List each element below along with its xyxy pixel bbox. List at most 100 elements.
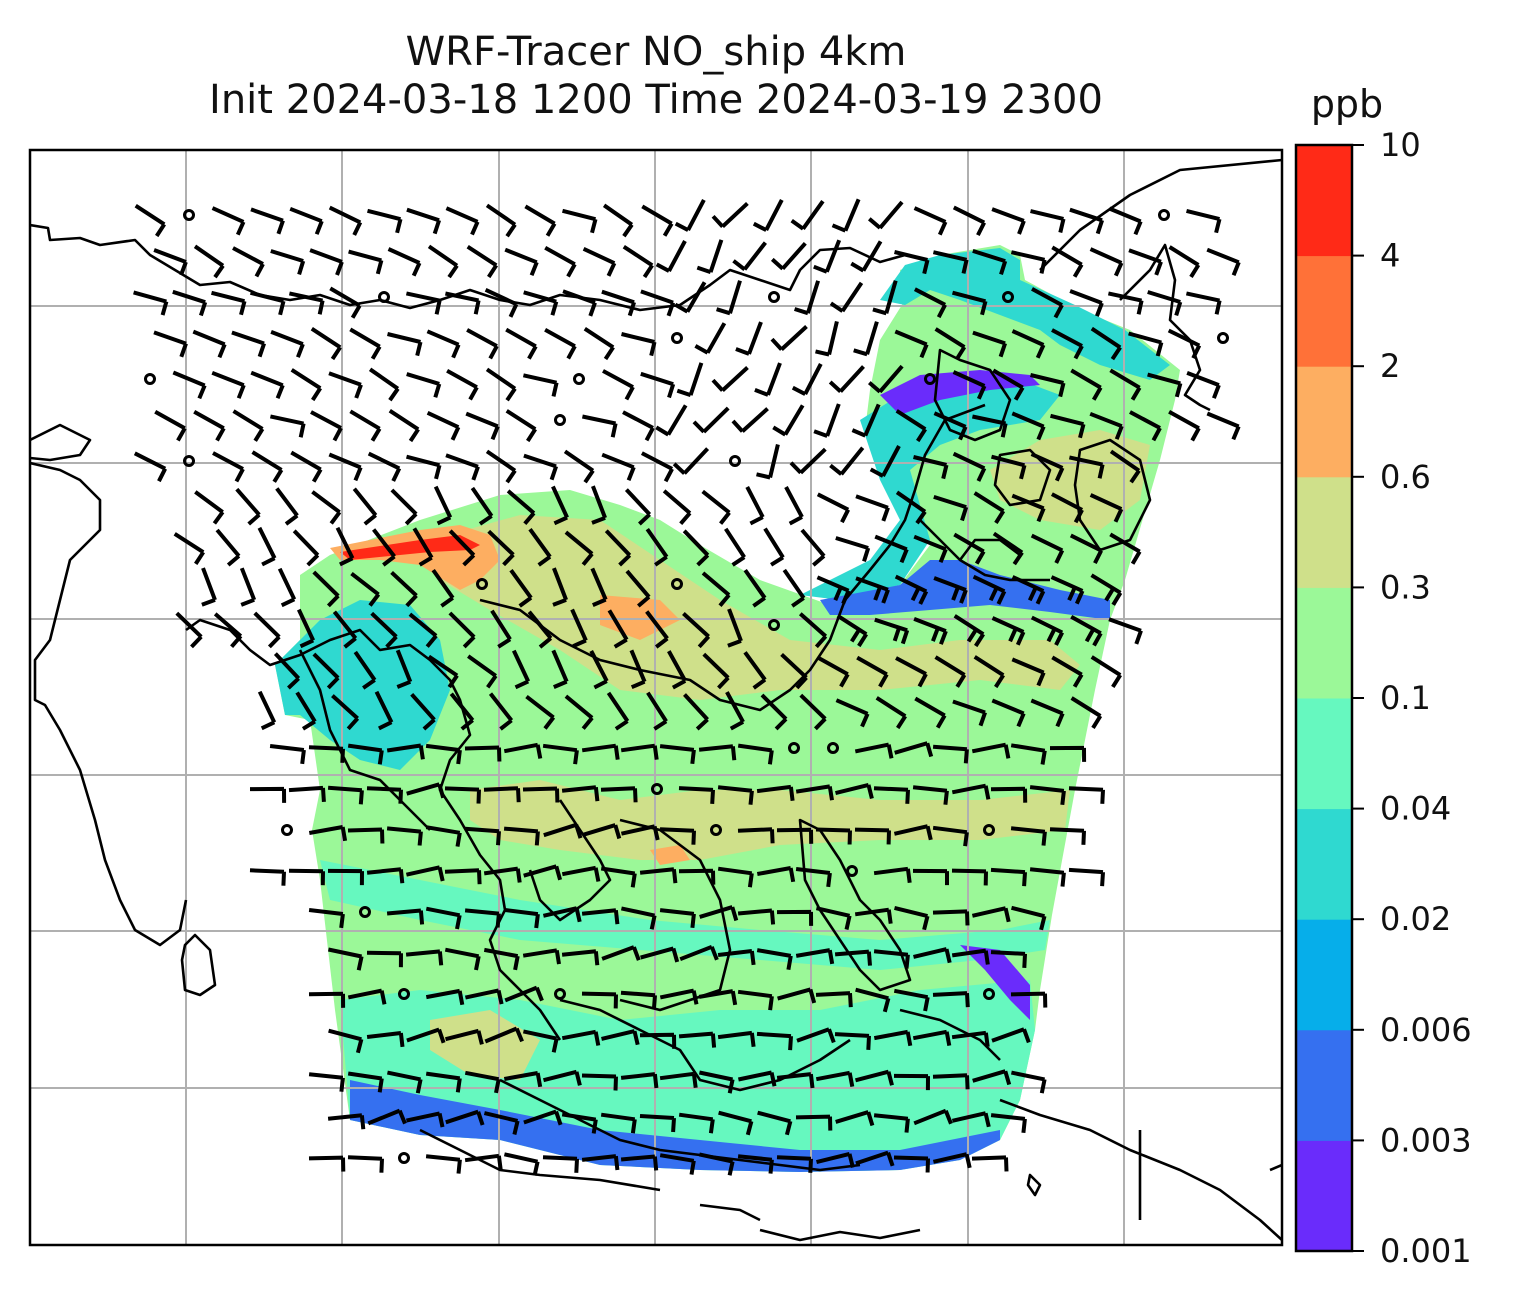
wind-barb	[445, 1109, 485, 1126]
wind-barb	[193, 244, 225, 279]
wind-barb	[971, 1155, 1009, 1172]
wind-barb	[756, 784, 795, 802]
wind-barb	[1109, 532, 1142, 565]
wind-barb	[639, 1114, 676, 1133]
wind-barb	[288, 868, 325, 886]
wind-barb	[425, 825, 462, 847]
wind-barb	[674, 198, 706, 232]
wind-barb	[544, 328, 577, 360]
wind-barb	[347, 1071, 384, 1093]
wind-barb	[484, 1026, 524, 1044]
wind-barb	[932, 825, 969, 847]
wind-barb	[562, 289, 597, 317]
calm-wind-markers	[144, 209, 1229, 1164]
wind-barb	[211, 206, 246, 236]
colorbar-cell	[1296, 808, 1352, 920]
wind-barb	[620, 1154, 659, 1171]
wind-barb	[367, 451, 402, 482]
wind-barb	[1109, 368, 1142, 401]
wind-barb	[581, 991, 618, 1009]
wind-barb	[1168, 410, 1201, 442]
wind-barb	[335, 526, 355, 567]
wind-barb	[973, 655, 1005, 689]
wind-barb	[711, 366, 749, 392]
wind-barb	[990, 786, 1028, 803]
colorbar-tick-label: 4	[1380, 237, 1400, 275]
wind-barb	[544, 245, 577, 278]
wind-barb	[972, 330, 1007, 358]
wind-barb	[543, 1069, 582, 1086]
tracer-field-low-north	[880, 248, 1170, 380]
wind-barb	[815, 1070, 855, 1087]
wind-barb	[829, 281, 864, 313]
wind-barb	[1070, 368, 1103, 401]
wind-barb	[1070, 614, 1103, 647]
wind-barb	[249, 786, 287, 803]
calm-marker	[398, 988, 410, 1000]
colorbar-tick-label: 10	[1380, 126, 1421, 164]
wind-barb	[308, 991, 346, 1008]
calm-marker	[671, 578, 683, 590]
wind-barb	[522, 786, 560, 803]
wind-barb	[275, 487, 299, 526]
wind-barb	[405, 865, 445, 882]
wind-barb	[485, 367, 517, 402]
calm-marker	[788, 742, 800, 754]
wind-barb	[1129, 410, 1162, 442]
wind-barb	[390, 488, 418, 526]
wind-barb	[894, 905, 930, 931]
wind-barb	[1168, 245, 1201, 278]
wind-barb	[932, 991, 970, 1008]
wind-barb	[1049, 745, 1087, 762]
wind-barb	[696, 239, 724, 274]
wind-barb	[257, 526, 277, 567]
wind-barb	[815, 320, 839, 357]
wind-barb	[894, 741, 934, 758]
wind-barb	[640, 451, 674, 483]
wind-barb	[133, 290, 169, 316]
wind-barb	[367, 208, 403, 234]
wind-barb	[1068, 867, 1105, 887]
wind-barb	[676, 362, 704, 397]
calm-marker	[573, 373, 585, 385]
wind-barb	[835, 536, 871, 562]
wind-barb	[310, 410, 343, 442]
wind-barb	[509, 569, 533, 608]
wind-barb	[770, 325, 808, 351]
wind-barb	[410, 692, 436, 731]
wind-barb	[790, 200, 825, 231]
wind-barb	[791, 362, 823, 396]
wind-barb	[395, 649, 413, 689]
wind-barb	[308, 745, 345, 763]
wind-barb	[308, 1155, 346, 1172]
wind-barb	[1030, 533, 1065, 564]
wind-barb	[793, 280, 821, 316]
wind-barb	[932, 744, 969, 764]
wind-barb	[737, 908, 776, 925]
wind-barb	[659, 827, 696, 845]
wind-barb	[232, 409, 265, 442]
wind-barb	[1068, 786, 1105, 804]
colorbar-cell	[1296, 476, 1352, 588]
colorbar-cell	[1296, 1140, 1352, 1252]
wind-barb	[776, 1155, 813, 1173]
wind-barb	[698, 744, 737, 761]
wind-barb	[465, 411, 500, 441]
tracer-field-high-patch-south	[650, 845, 690, 865]
wind-barb	[607, 609, 629, 649]
wind-barb	[702, 652, 730, 690]
wind-barb	[269, 744, 306, 765]
wind-barb	[308, 1072, 345, 1092]
wind-barb	[406, 207, 441, 235]
wind-barb	[1185, 291, 1222, 315]
wind-barb	[912, 868, 949, 886]
wind-barb	[934, 655, 967, 688]
calm-marker	[144, 373, 156, 385]
wind-barb	[445, 1028, 484, 1045]
wind-barb	[250, 290, 286, 316]
wind-barb	[215, 528, 241, 567]
wind-barb	[431, 568, 455, 608]
wind-barb	[425, 743, 462, 765]
colorbar-cell	[1296, 1029, 1352, 1141]
wind-barb	[913, 206, 948, 236]
